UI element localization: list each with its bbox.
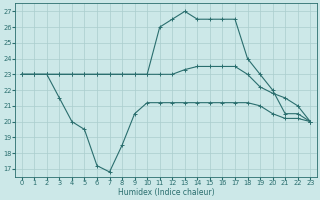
X-axis label: Humidex (Indice chaleur): Humidex (Indice chaleur): [118, 188, 214, 197]
